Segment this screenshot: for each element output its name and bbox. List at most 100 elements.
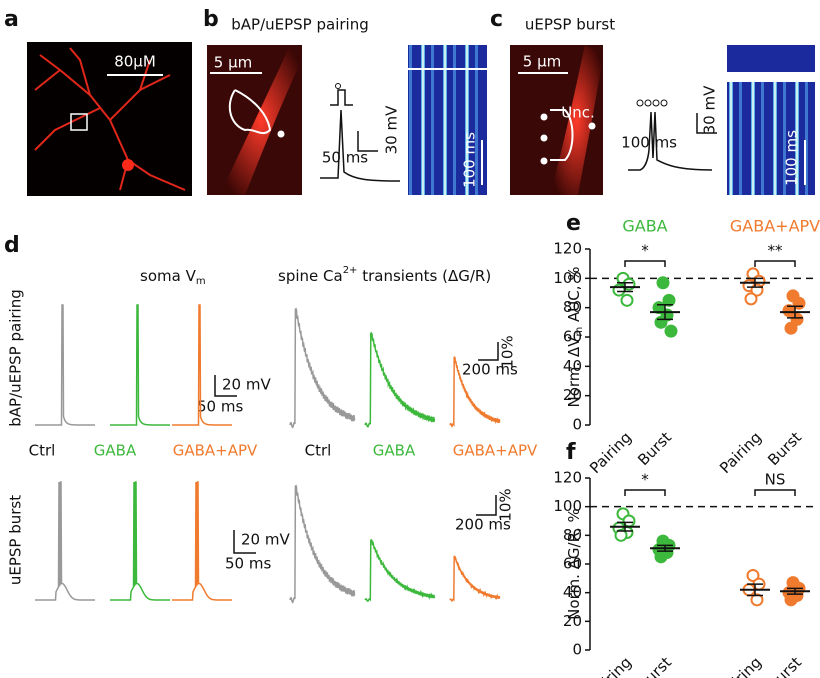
- scale-label: 100 ms: [783, 130, 801, 186]
- example-trace: [110, 481, 170, 601]
- y-tick-label: 40: [563, 357, 582, 375]
- group-title: GABA: [622, 217, 667, 236]
- roi-outline: [550, 109, 574, 161]
- x-tick-label: Burst: [764, 653, 805, 678]
- condition-label: GABA+APV: [453, 442, 538, 460]
- sem-bar: [787, 305, 803, 319]
- scale-label: 200 ms: [462, 361, 518, 379]
- sem-bar: [657, 303, 673, 321]
- data-point: [744, 292, 758, 306]
- sem-bar: [657, 544, 673, 552]
- x-tick-label: Burst: [764, 428, 805, 469]
- y-tick-label: 20: [563, 386, 582, 404]
- scale-bar: [357, 131, 378, 152]
- data-point: [620, 293, 634, 307]
- example-trace: [172, 481, 232, 601]
- data-point: [784, 593, 798, 607]
- significance-label: *: [641, 471, 649, 489]
- stimulus-icon: [636, 99, 668, 107]
- condition-label: Ctrl: [29, 442, 56, 460]
- text: m: [196, 276, 206, 287]
- significance-bracket: [754, 260, 796, 267]
- condition-label: GABA: [373, 442, 416, 460]
- panel-label: c: [490, 7, 503, 32]
- group-title: GABA+APV: [730, 217, 820, 236]
- scale-label: 30 mV: [383, 105, 401, 154]
- linescan: [727, 45, 815, 72]
- text: m: [574, 327, 585, 337]
- scale-label: 50 ms: [197, 398, 243, 416]
- annotation: Unc.: [561, 104, 595, 122]
- y-tick-label: 100: [553, 497, 582, 515]
- significance-bracket: [754, 489, 796, 496]
- scale-bar: [476, 495, 497, 516]
- row-label: bAP/uEPSP pairing: [7, 289, 25, 427]
- y-tick-label: 120: [553, 469, 582, 487]
- voltage-trace: [628, 111, 713, 171]
- sem-bar: [747, 277, 763, 288]
- scale-bar: [696, 113, 717, 134]
- scale-bar: [478, 342, 499, 361]
- scale-label: 5 µm: [214, 54, 252, 72]
- uncaging-spots: [540, 113, 596, 165]
- significance-label: **: [768, 242, 784, 260]
- condition-labels: Ctrl GABA GABA+APV Ctrl GABA GABA+APV: [29, 442, 538, 460]
- dendrite: [220, 45, 302, 195]
- panel-label: f: [566, 440, 576, 465]
- y-tick-label: 120: [553, 240, 582, 258]
- panel-title: uEPSP burst: [525, 16, 615, 34]
- linescan: [727, 82, 815, 195]
- example-trace: [449, 555, 501, 602]
- condition-label: GABA: [94, 442, 137, 460]
- traces: [35, 304, 501, 604]
- stimulus-icon: [330, 89, 353, 106]
- data-point: [750, 593, 764, 607]
- neuron: [34, 47, 186, 191]
- significance-bracket: [624, 260, 666, 267]
- soma-title: soma Vm: [140, 267, 206, 288]
- scale-label: 200 ms: [455, 516, 511, 534]
- sem-bar: [617, 281, 633, 293]
- stimulus-icon: [335, 83, 341, 89]
- significance-bracket: [624, 489, 666, 496]
- y-tick-label: 60: [563, 328, 582, 346]
- example-trace: [289, 307, 356, 429]
- panel-label: d: [4, 233, 20, 258]
- example-trace: [364, 331, 436, 428]
- example-trace: [35, 481, 95, 601]
- scale-label: 5 µm: [523, 53, 561, 71]
- uncaging-spot: [277, 130, 285, 138]
- data-point: [662, 293, 676, 307]
- y-tick-label: 80: [563, 526, 582, 544]
- x-tick-label: Pairing: [586, 428, 635, 477]
- data-point: [656, 276, 670, 290]
- scale-label: 80μM: [114, 53, 156, 71]
- text: 2+: [343, 265, 358, 276]
- data-point: [614, 528, 628, 542]
- example-trace: [172, 304, 232, 426]
- data-point: [784, 321, 798, 335]
- example-trace: [35, 304, 95, 426]
- x-tick-label: Burst: [634, 653, 675, 678]
- sem-bar: [787, 587, 803, 595]
- roi-box: [70, 113, 88, 131]
- y-tick-label: 100: [553, 269, 582, 287]
- y-tick-label: 20: [563, 612, 582, 630]
- panel-label: b: [203, 7, 219, 32]
- significance-label: *: [641, 242, 649, 260]
- scale-label: 30 mV: [701, 85, 719, 134]
- text: AUC, %: [565, 266, 583, 326]
- spine-title: spine Ca2+ transients (ΔG/R): [278, 265, 491, 285]
- scale-label: 20 mV: [222, 376, 271, 394]
- y-tick-label: 40: [563, 583, 582, 601]
- significance-label: NS: [765, 471, 786, 489]
- y-tick-label: 0: [572, 641, 582, 659]
- scale-label: 50 ms: [225, 555, 271, 573]
- example-trace: [449, 356, 501, 428]
- x-tick-label: Pairing: [716, 428, 765, 477]
- y-axis-label: Norm. ΔVm AUC, %: [565, 266, 586, 407]
- panel-title: bAP/uEPSP pairing: [231, 16, 369, 34]
- example-trace: [364, 539, 436, 603]
- y-tick-label: 60: [563, 555, 582, 573]
